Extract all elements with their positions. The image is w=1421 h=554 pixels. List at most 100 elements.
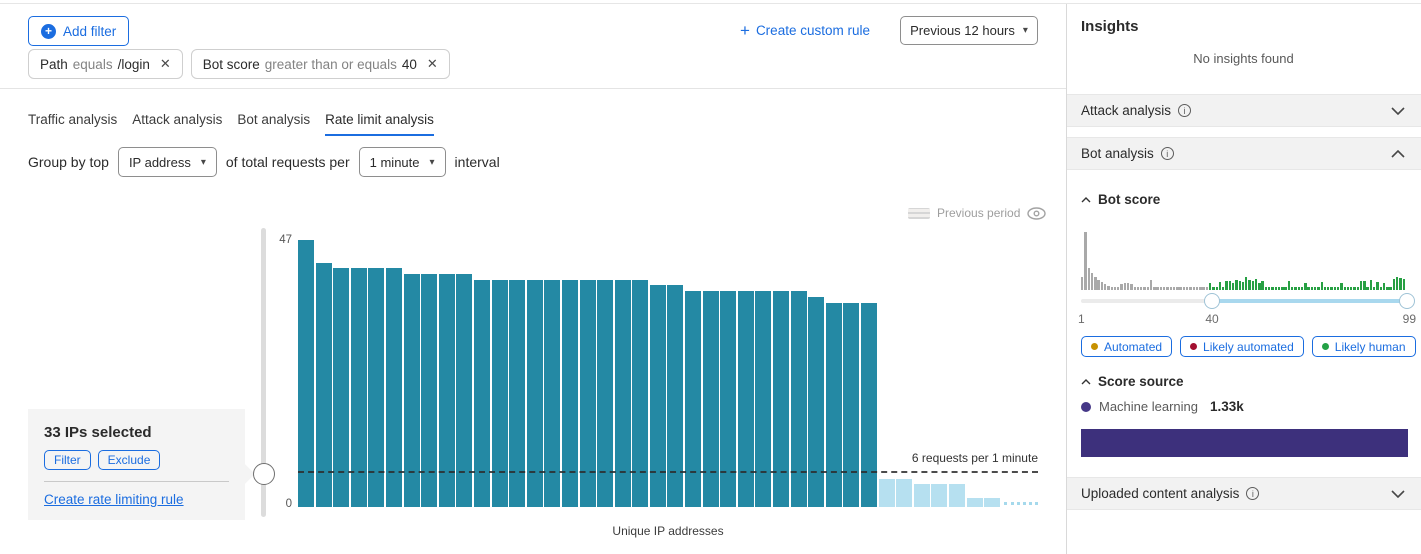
histogram-bar [1212,287,1215,290]
bar-selected-ip[interactable] [737,291,754,507]
bar-selected-ip[interactable] [667,285,684,507]
histogram-bar [1094,277,1097,290]
bar-selected-ip[interactable] [790,291,807,507]
bar-selected-ip[interactable] [861,302,877,507]
bar-below-threshold[interactable] [896,478,913,507]
bar-selected-ip[interactable] [350,268,367,507]
bar-below-threshold[interactable] [878,478,895,507]
histogram-bar [1189,287,1192,290]
histogram-bar [1133,287,1136,290]
bar-selected-ip[interactable] [773,291,790,507]
histogram-bar [1087,268,1090,290]
score-source-section-header[interactable]: Score source [1081,374,1184,389]
threshold-slider-handle[interactable] [253,463,275,485]
histogram-bar [1323,287,1327,290]
accordion-label: Uploaded content analysis [1081,486,1240,501]
legend-automated[interactable]: Automated [1081,336,1173,357]
bar-selected-ip[interactable] [632,279,649,507]
bar-selected-ip[interactable] [456,274,473,507]
bar-selected-ip[interactable] [579,279,596,507]
bot-score-range-track[interactable] [1081,299,1408,303]
bot-score-section-header[interactable]: Bot score [1081,192,1160,207]
bar-selected-ip[interactable] [544,279,561,507]
bar-selected-ip[interactable] [315,262,332,507]
bar-selected-ip[interactable] [509,279,526,507]
group-by-suffix: interval [454,154,500,170]
bar-selected-ip[interactable] [526,279,543,507]
histogram-bar [1215,287,1218,290]
bar-selected-ip[interactable] [491,279,508,507]
chip-field: Bot score [202,56,260,72]
x-axis-label: Unique IP addresses [612,524,724,538]
tab-attack-analysis[interactable]: Attack analysis [132,112,223,127]
bar-selected-ip[interactable] [368,268,385,507]
bar-below-threshold[interactable] [931,484,948,507]
exclude-button[interactable]: Exclude [97,450,161,470]
bar-below-threshold[interactable] [966,498,983,507]
create-custom-rule-link[interactable]: + Create custom rule [740,22,870,39]
bar-selected-ip[interactable] [473,279,490,507]
bar-selected-ip[interactable] [421,274,438,507]
bar-selected-ip[interactable] [685,291,702,507]
bar-below-threshold[interactable] [984,498,1001,507]
bar-selected-ip[interactable] [561,279,578,507]
histogram-bar [1166,287,1169,290]
remove-filter-icon[interactable]: ✕ [159,56,171,71]
bar-selected-ip[interactable] [614,279,631,507]
plus-circle-icon: + [41,23,56,39]
range-handle-upper[interactable] [1399,293,1415,309]
threshold-slider-track[interactable] [261,228,266,517]
bar-selected-ip[interactable] [843,302,860,507]
bar-selected-ip[interactable] [702,291,719,507]
range-lower-label: 40 [1205,312,1219,326]
interval-select[interactable]: 1 minute ▾ [358,147,446,177]
tab-rate-limit-analysis[interactable]: Rate limit analysis [325,112,434,136]
bar-below-threshold[interactable] [948,484,965,507]
histogram-bar [1100,282,1104,290]
bar-selected-ip[interactable] [825,302,842,507]
legend-likely-human[interactable]: Likely human [1311,336,1416,357]
tab-bot-analysis[interactable]: Bot analysis [237,112,311,127]
bar-selected-ip[interactable] [720,291,737,507]
remove-filter-icon[interactable]: ✕ [426,56,438,71]
bar-selected-ip[interactable] [597,279,614,507]
tab-traffic-analysis[interactable]: Traffic analysis [28,112,118,127]
histogram-bar [1330,287,1333,290]
histogram-bar [1107,286,1110,290]
histogram-bar [1248,280,1251,290]
time-range-dropdown[interactable]: Previous 12 hours ▾ [900,16,1038,45]
accordion-uploaded-content-analysis[interactable]: Uploaded content analysis i [1067,477,1421,510]
bot-score-legend: Automated Likely automated Likely human [1081,336,1416,357]
filter-chip: Bot score greater than or equals 40 ✕ [190,49,450,79]
histogram-bar [1350,287,1353,290]
eye-icon[interactable] [1027,206,1047,220]
bar-selected-ip[interactable] [649,285,666,507]
histogram-bar [1245,277,1248,290]
histogram-bar [1146,287,1150,290]
create-rate-limiting-rule-link[interactable]: Create rate limiting rule [44,492,184,507]
bar-selected-ip[interactable] [438,274,455,507]
histogram-bar [1186,287,1189,290]
bar-below-threshold[interactable] [913,484,930,507]
rate-limit-bar-chart [298,240,1038,507]
histogram-bar [1389,287,1392,290]
histogram-bar [1271,287,1274,290]
accordion-bot-analysis[interactable]: Bot analysis i [1067,137,1421,170]
bar-selected-ip[interactable] [298,240,314,507]
dimension-select[interactable]: IP address ▾ [117,147,217,177]
bar-selected-ip[interactable] [403,274,420,507]
bar-selected-ip[interactable] [808,296,825,507]
bar-selected-ip[interactable] [755,291,772,507]
histogram-bar [1228,281,1232,290]
histogram-bar [1176,287,1179,290]
histogram-bar [1304,283,1307,290]
filter-button[interactable]: Filter [44,450,91,470]
histogram-bar [1284,287,1287,290]
bar-selected-ip[interactable] [385,268,402,507]
bar-selected-ip[interactable] [333,268,350,507]
accordion-attack-analysis[interactable]: Attack analysis i [1067,94,1421,127]
range-handle-lower[interactable] [1204,293,1220,309]
histogram-bar [1317,287,1320,290]
add-filter-button[interactable]: + Add filter [28,16,130,46]
legend-likely-automated[interactable]: Likely automated [1180,336,1304,357]
